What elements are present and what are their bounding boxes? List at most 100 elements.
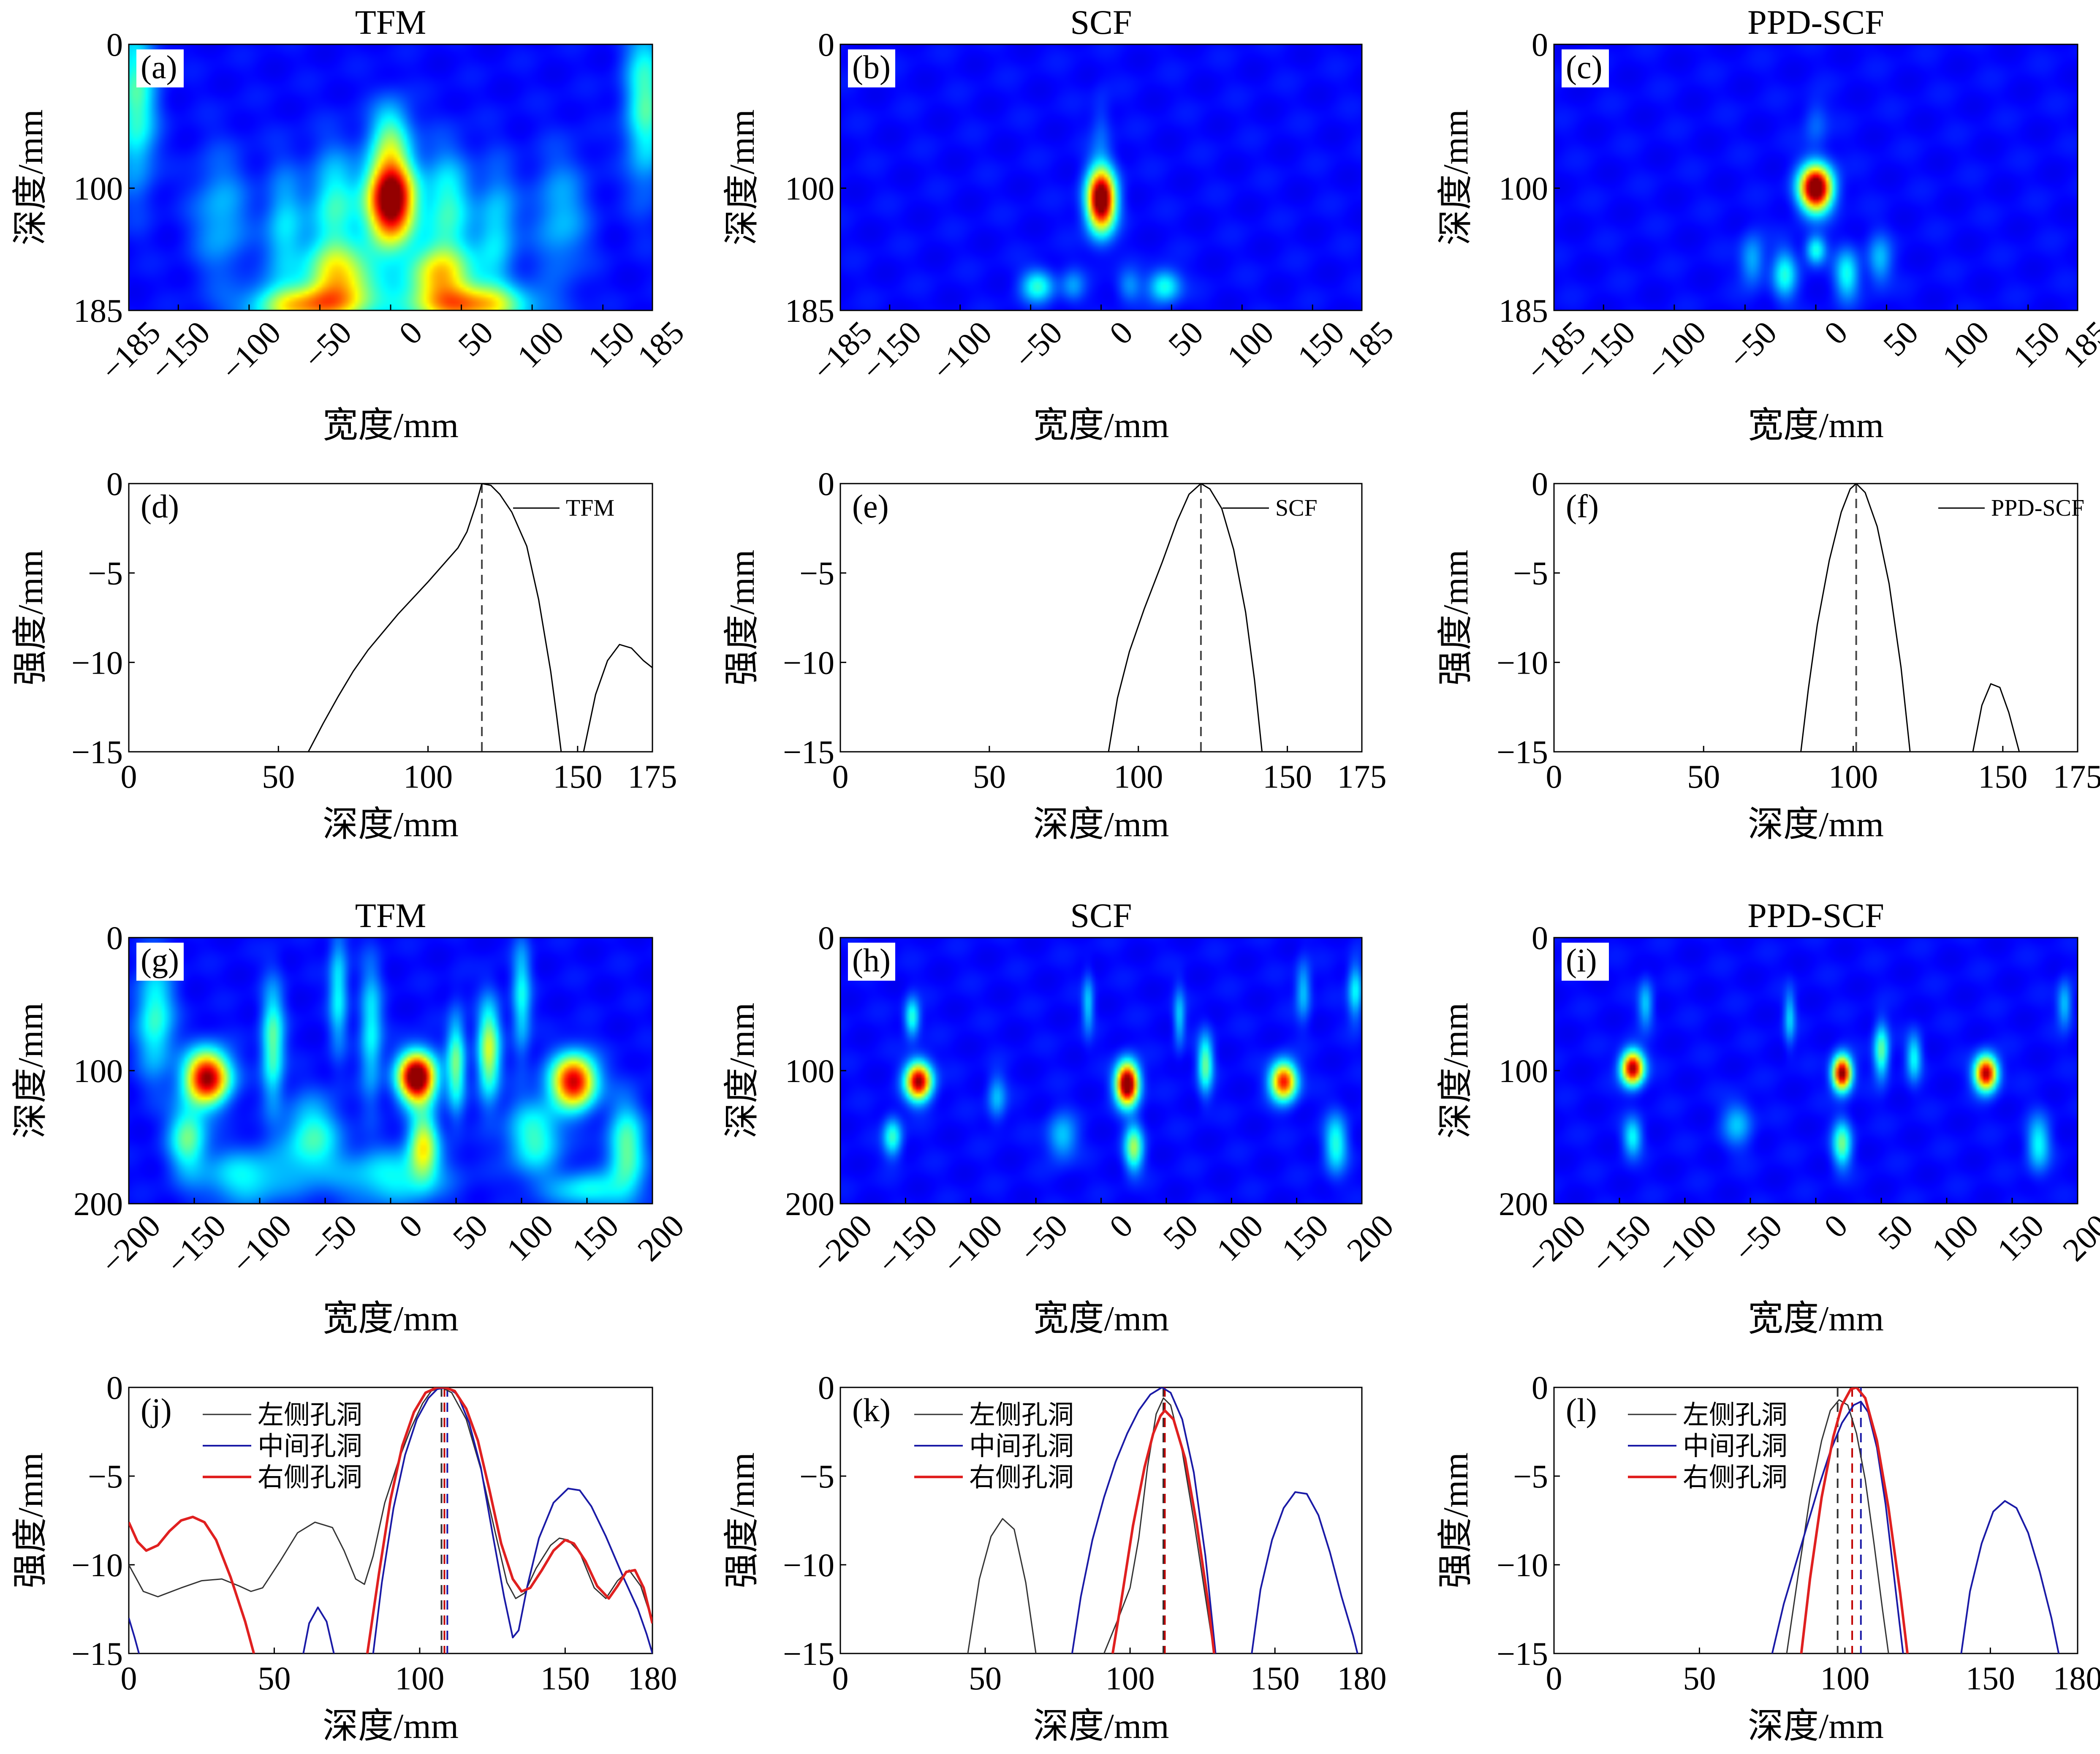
panel-label-box-h <box>848 943 895 981</box>
series-line-f-0-1 <box>1972 683 2020 752</box>
legend-label-l-2: 右侧孔洞 <box>1683 1463 1788 1492</box>
series-line-j-2-1 <box>366 1387 652 1653</box>
panel-label-d: (d) <box>141 488 179 525</box>
y-tick-label-f-2: −10 <box>1497 644 1548 681</box>
axes-frame-k <box>839 1387 1363 1654</box>
series-line-f-0-0 <box>1800 484 1911 752</box>
axes-frame-j <box>128 1387 653 1654</box>
y-tick-label-h-1: 100 <box>785 1052 834 1089</box>
chart-title-i: PPD-SCF <box>1747 896 1884 935</box>
series-line-j-0-0 <box>129 1387 652 1622</box>
chart-title-c: PPD-SCF <box>1747 3 1884 41</box>
panel-label-box-g <box>136 943 184 981</box>
legend-label-k-2: 右侧孔洞 <box>969 1463 1074 1492</box>
y-axis-label-h: 深度/mm <box>723 1003 762 1139</box>
panel-e: 0 50 100 150 175 0 −5 −10 −15 深度/mm 强度/mm (e) SCF <box>723 465 1387 844</box>
series-line-l-2-0 <box>1800 1387 1909 1653</box>
x-tick-label-j-3: 150 <box>541 1660 590 1697</box>
y-tick-label-k-2: −10 <box>783 1547 834 1583</box>
y-tick-label-b-1: 100 <box>785 170 834 207</box>
panel-label-g: (g) <box>141 942 179 979</box>
y-tick-label-f-0: 0 <box>1532 465 1548 502</box>
y-tick-label-k-1: −5 <box>799 1458 834 1495</box>
y-tick-label-e-1: −5 <box>799 555 834 592</box>
y-tick-label-b-2: 185 <box>785 292 834 329</box>
panel-d: 0 50 100 150 175 0 −5 −10 −15 深度/mm 强度/mm (d) TFM <box>11 465 677 844</box>
panel-f: 0 50 100 150 175 0 −5 −10 −15 深度/mm 强度/mm (f) PPD-SC… <box>1436 465 2100 844</box>
y-tick-label-g-0: 0 <box>106 919 123 956</box>
y-tick-label-d-3: −15 <box>71 734 123 770</box>
x-tick-label-e-2: 100 <box>1114 758 1163 795</box>
x-tick-label-l-2: 100 <box>1820 1660 1869 1697</box>
panel-label-h: (h) <box>852 942 891 979</box>
y-tick-label-g-1: 100 <box>73 1052 123 1089</box>
y-tick-label-i-1: 100 <box>1499 1052 1548 1089</box>
y-tick-label-h-0: 0 <box>818 919 834 956</box>
x-tick-label-d-4: 175 <box>628 758 677 795</box>
series-line-k-0-1 <box>1103 1397 1215 1653</box>
panel-label-k: (k) <box>852 1392 891 1428</box>
y-tick-label-a-2: 185 <box>73 292 123 329</box>
x-tick-label-j-0: 0 <box>121 1660 137 1697</box>
x-axis-label-l: 深度/mm <box>1748 1707 1884 1746</box>
heatmap-image-i <box>1554 938 2078 1204</box>
x-tick-label-j-1: 50 <box>258 1660 291 1697</box>
legend-label-d: TFM <box>566 495 614 521</box>
panel-label-l: (l) <box>1566 1392 1597 1428</box>
y-tick-label-d-1: −5 <box>88 555 123 592</box>
y-tick-label-f-3: −15 <box>1497 734 1548 770</box>
x-axis-label-f: 深度/mm <box>1748 805 1884 844</box>
x-tick-label-k-1: 50 <box>969 1660 1002 1697</box>
y-axis-label-f: 强度/mm <box>1436 549 1475 685</box>
panel-a: TFM−185−150−100 −50 0 50 100 1501850100185宽度/… <box>11 3 691 445</box>
chart-title-h: SCF <box>1070 896 1132 935</box>
y-tick-label-l-1: −5 <box>1513 1458 1548 1495</box>
y-tick-label-a-0: 0 <box>106 26 123 63</box>
panel-label-b: (b) <box>852 49 891 85</box>
x-tick-label-f-3: 150 <box>1978 758 2027 795</box>
x-tick-label-d-0: 0 <box>121 758 137 795</box>
y-tick-label-i-2: 200 <box>1499 1186 1548 1222</box>
plot-area-e <box>1108 484 1263 752</box>
panel-label-box-c <box>1562 49 1609 87</box>
panel-c: PPD-SCF−185−150−100 −50 0 50 100 150185010018… <box>1436 3 2100 445</box>
y-tick-label-d-2: −10 <box>71 644 123 681</box>
x-tick-label-d-2: 100 <box>403 758 453 795</box>
panel-label-e: (e) <box>852 488 889 525</box>
legend-label-k-0: 左侧孔洞 <box>969 1401 1074 1430</box>
x-tick-label-j-2: 100 <box>395 1660 444 1697</box>
x-tick-label-f-1: 50 <box>1687 758 1720 795</box>
y-tick-label-f-1: −5 <box>1513 555 1548 592</box>
axes-frame-l <box>1553 1387 2078 1654</box>
plot-area-l <box>1771 1387 2060 1653</box>
x-axis-label-k: 深度/mm <box>1033 1707 1169 1746</box>
x-axis-label-a: 宽度/mm <box>323 406 459 445</box>
axes-frame-f <box>1553 483 2078 753</box>
y-tick-label-j-2: −10 <box>71 1547 123 1583</box>
legend-label-l-0: 左侧孔洞 <box>1683 1401 1788 1430</box>
series-line-l-1-1 <box>1960 1500 2060 1653</box>
x-axis-label-c: 宽度/mm <box>1748 406 1884 445</box>
x-axis-label-j: 深度/mm <box>323 1707 459 1746</box>
panel-k: 0 50 100 150 180 0 −5 −10 −15 深度/mm 强度/mm (k) 左侧孔洞中间… <box>723 1369 1387 1746</box>
x-axis-label-i: 宽度/mm <box>1748 1299 1884 1338</box>
series-line-d-0-1 <box>583 644 652 752</box>
x-tick-label-k-3: 150 <box>1250 1660 1300 1697</box>
plot-area-d <box>307 484 652 752</box>
x-axis-label-d: 深度/mm <box>323 805 459 844</box>
chart-title-b: SCF <box>1070 3 1132 41</box>
y-tick-label-h-2: 200 <box>785 1186 834 1222</box>
x-tick-label-j-4: 180 <box>628 1660 677 1697</box>
plot-area-k <box>967 1387 1358 1653</box>
y-tick-label-e-0: 0 <box>818 465 834 502</box>
y-tick-label-e-3: −15 <box>783 734 834 770</box>
panel-label-i: (i) <box>1566 942 1597 979</box>
y-axis-label-c: 深度/mm <box>1436 109 1475 245</box>
x-tick-label-l-1: 50 <box>1683 1660 1716 1697</box>
panel-g: TFM−200−150−100 −50 0 50 100 150 2000100200宽度/… <box>11 896 691 1338</box>
y-tick-label-k-3: −15 <box>783 1635 834 1672</box>
y-axis-label-l: 强度/mm <box>1436 1452 1475 1588</box>
y-tick-label-c-1: 100 <box>1499 170 1548 207</box>
x-tick-label-e-1: 50 <box>973 758 1006 795</box>
legend-label-k-1: 中间孔洞 <box>969 1432 1074 1461</box>
